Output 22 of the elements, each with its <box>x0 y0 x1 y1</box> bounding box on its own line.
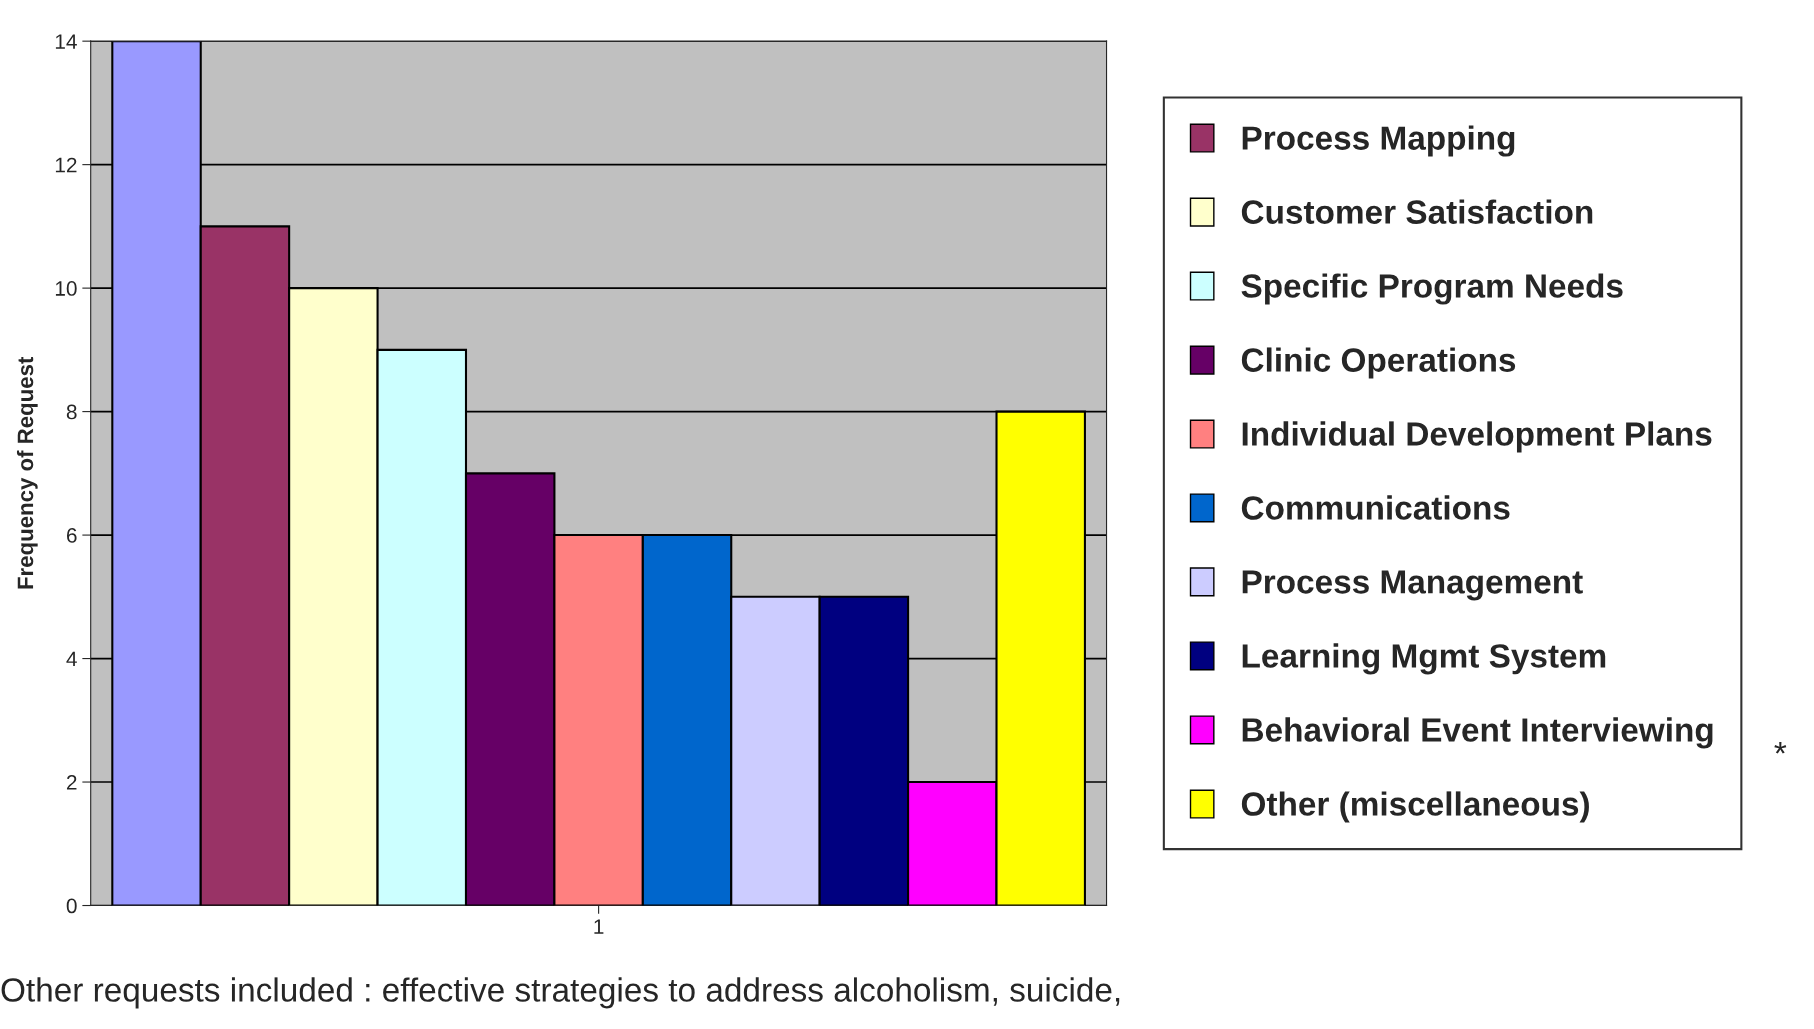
legend-label: Customer Satisfaction <box>1241 199 1593 224</box>
legend-label: Communications <box>1241 495 1510 520</box>
text: Other requests included : effective strategies to address alcoholism, suicide, <box>1 977 1120 1009</box>
y-tick-label: 2 <box>66 775 77 790</box>
legend-label: Process Management <box>1242 570 1583 601</box>
y-tick-label: 6 <box>66 528 77 543</box>
text: * <box>1774 741 1787 754</box>
legend-label: Learning Mgmt System <box>1242 643 1606 675</box>
legend-label: Individual Development Plans <box>1242 421 1712 453</box>
legend-label: Behavioral Event Interviewing <box>1242 717 1713 749</box>
y-tick-label: 4 <box>66 651 77 667</box>
legend-label: Specific Program Needs <box>1241 273 1623 305</box>
y-axis-title: Frequency of Request <box>16 356 38 589</box>
legend-label: Process Mapping <box>1242 125 1515 157</box>
y-tick-label: 0 <box>66 898 77 914</box>
y-tick-label: 10 <box>55 281 77 296</box>
x-tick-label: 1 <box>594 919 604 934</box>
legend-label: Other (miscellaneous) <box>1241 791 1589 823</box>
y-tick-label: 12 <box>55 157 77 173</box>
legend-label: Clinic Operations <box>1241 347 1516 379</box>
y-tick-label: 8 <box>66 404 77 420</box>
y-tick-label: 14 <box>55 34 77 49</box>
